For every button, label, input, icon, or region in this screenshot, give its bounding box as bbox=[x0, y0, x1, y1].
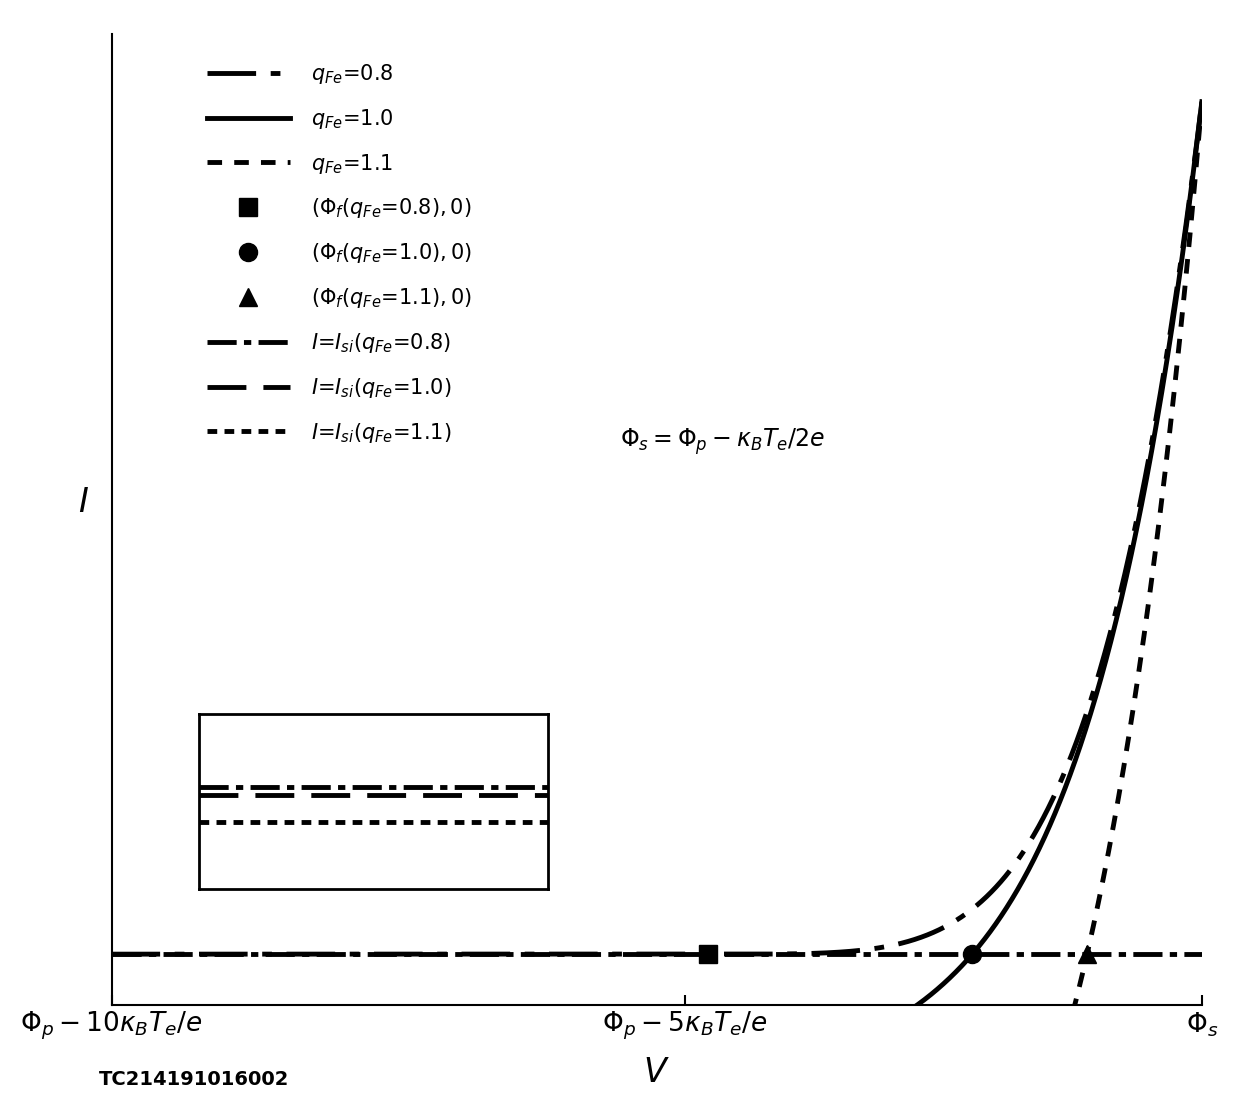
X-axis label: $V$: $V$ bbox=[643, 1057, 670, 1089]
Text: TC214191016002: TC214191016002 bbox=[99, 1070, 290, 1089]
Y-axis label: $I$: $I$ bbox=[78, 486, 89, 519]
Text: $\Phi_s=\Phi_p-\kappa_B T_e/2e$: $\Phi_s=\Phi_p-\kappa_B T_e/2e$ bbox=[620, 427, 825, 457]
Legend: $q_{Fe}$=0.8, $q_{Fe}$=1.0, $q_{Fe}$=1.1, $(\Phi_f(q_{Fe}$=0.8$),0)$, $(\Phi_f(q: $q_{Fe}$=0.8, $q_{Fe}$=1.0, $q_{Fe}$=1.1… bbox=[198, 54, 481, 454]
